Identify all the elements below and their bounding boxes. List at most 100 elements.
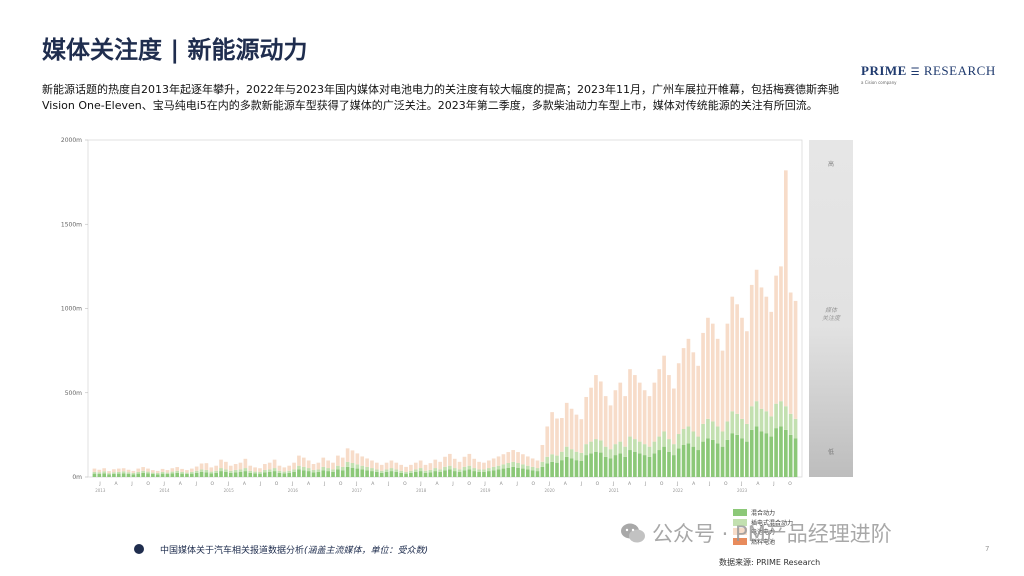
bar-segment-2 — [550, 454, 554, 462]
bar-segment-3 — [701, 332, 705, 424]
bar-segment-1 — [511, 466, 515, 477]
bar-segment-2 — [564, 446, 569, 457]
bar-segment-2 — [686, 426, 691, 444]
bar-segment-1 — [126, 473, 131, 477]
legend-swatch — [733, 537, 747, 545]
bar-segment-3 — [457, 461, 462, 470]
bar-segment-3 — [267, 462, 272, 470]
bar-segment-1 — [637, 453, 642, 477]
bar-segment-3 — [345, 448, 350, 462]
bar-segment-1 — [365, 470, 369, 477]
bar-segment-1 — [754, 426, 759, 477]
bar-segment-1 — [433, 471, 438, 477]
x-tick-label: O — [788, 481, 792, 487]
bar-segment-1 — [282, 473, 287, 477]
bar-segment-3 — [146, 468, 150, 472]
bar-segment-2 — [560, 451, 564, 461]
x-tick-label: J — [451, 481, 453, 487]
bar-segment-3 — [511, 450, 515, 462]
legend-swatch — [733, 528, 747, 536]
bar-segment-3 — [92, 468, 97, 472]
bar-segment-2 — [628, 436, 632, 451]
bar-segment-1 — [506, 467, 511, 477]
bar-segment-2 — [228, 470, 233, 473]
bar-segment-3 — [243, 458, 248, 469]
bar-segment-2 — [306, 468, 311, 472]
bar-segment-1 — [535, 471, 540, 477]
bar-segment-2 — [263, 469, 267, 473]
bar-segment-3 — [672, 388, 676, 445]
bar-segment-3 — [652, 382, 657, 442]
bar-segment-3 — [199, 463, 204, 470]
bar-segment-1 — [146, 473, 150, 477]
bar-segment-1 — [199, 471, 204, 477]
bar-segment-1 — [92, 473, 97, 477]
bar-segment-2 — [589, 441, 593, 454]
bar-segment-2 — [555, 455, 559, 463]
bar-segment-1 — [238, 471, 243, 477]
bar-segment-1 — [438, 471, 442, 477]
bar-segment-1 — [258, 473, 262, 477]
bar-segment-2 — [292, 469, 296, 472]
bar-segment-2 — [779, 401, 783, 427]
x-tick-label: J — [516, 481, 518, 487]
bar-segment-2 — [160, 471, 165, 474]
bar-segment-1 — [131, 474, 136, 477]
bar-segment-1 — [233, 472, 238, 477]
year-label: 2020 — [545, 488, 556, 493]
bar-segment-1 — [263, 472, 267, 477]
bar-segment-2 — [355, 464, 360, 469]
year-label: 2014 — [159, 488, 170, 493]
bar-segment-3 — [375, 462, 379, 470]
bar-segment-2 — [155, 472, 160, 475]
bar-segment-1 — [107, 474, 111, 477]
bar-segment-2 — [253, 471, 257, 474]
bar-segment-1 — [706, 438, 710, 477]
bar-segment-3 — [759, 287, 764, 409]
bar-segment-3 — [219, 459, 223, 469]
bar-segment-1 — [155, 474, 160, 477]
bar-segment-3 — [467, 453, 472, 466]
bar-segment-1 — [696, 450, 701, 477]
x-tick-label: A — [692, 481, 696, 487]
bar-segment-1 — [326, 471, 330, 477]
bar-segment-3 — [784, 170, 788, 407]
bar-segment-1 — [311, 472, 316, 477]
bar-segment-1 — [350, 467, 355, 477]
bar-segment-3 — [535, 460, 540, 469]
bar-segment-2 — [326, 468, 330, 472]
bar-segment-1 — [730, 433, 735, 477]
bar-segment-2 — [511, 461, 515, 467]
bar-segment-2 — [336, 465, 340, 470]
bar-segment-2 — [287, 470, 292, 473]
bar-segment-3 — [676, 363, 681, 435]
bar-segment-1 — [569, 458, 574, 477]
bar-segment-3 — [292, 462, 296, 470]
x-tick-label: A — [243, 481, 247, 487]
bar-segment-2 — [136, 471, 141, 474]
bar-segment-3 — [779, 266, 783, 402]
bar-segment-2 — [516, 463, 520, 468]
bar-segment-1 — [306, 471, 311, 477]
bar-segment-3 — [550, 412, 554, 455]
bar-segment-3 — [433, 459, 438, 469]
bar-segment-3 — [233, 464, 238, 470]
bar-segment-2 — [92, 471, 97, 474]
bar-segment-3 — [740, 317, 744, 419]
x-tick-label: A — [371, 481, 375, 487]
bar-segment-2 — [423, 470, 428, 473]
bar-segment-3 — [287, 465, 292, 471]
bar-segment-1 — [491, 470, 496, 477]
x-tick-label: A — [564, 481, 568, 487]
bar-segment-2 — [102, 471, 106, 474]
bar-segment-2 — [413, 469, 418, 472]
bar-segment-1 — [647, 456, 652, 477]
bar-segment-3 — [389, 460, 394, 469]
bar-segment-2 — [146, 471, 150, 474]
bar-segment-3 — [579, 419, 584, 453]
bar-segment-2 — [209, 471, 214, 474]
logo-brand-bold: PRIME — [861, 63, 907, 78]
bar-segment-3 — [306, 460, 311, 469]
bar-segment-2 — [116, 471, 121, 474]
bar-segment-1 — [486, 471, 491, 477]
